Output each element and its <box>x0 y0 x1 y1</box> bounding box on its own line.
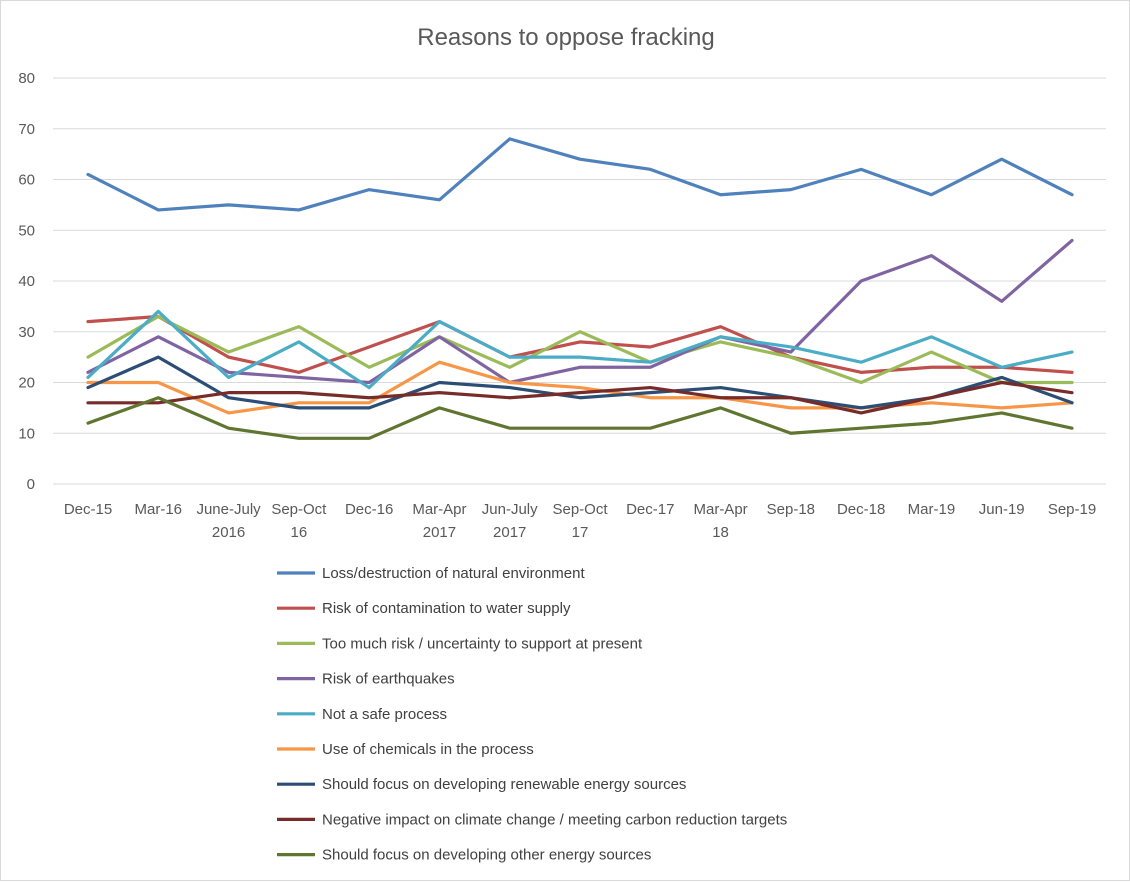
legend-label: Negative impact on climate change / meet… <box>322 811 787 828</box>
x-tick-label: Jun-July <box>482 501 538 518</box>
x-tick-label: Mar-Apr <box>412 501 466 518</box>
series-line <box>88 317 1072 373</box>
x-tick-label: Jun-19 <box>979 501 1025 518</box>
legend-label: Not a safe process <box>322 706 447 723</box>
y-tick-label: 40 <box>18 273 35 290</box>
y-tick-label: 0 <box>27 476 35 493</box>
y-tick-label: 70 <box>18 121 35 138</box>
x-tick-label: Dec-16 <box>345 501 393 518</box>
x-tick-label: June-July <box>196 501 261 518</box>
legend-label: Risk of earthquakes <box>322 671 455 688</box>
y-tick-label: 20 <box>18 375 35 392</box>
legend-label: Use of chemicals in the process <box>322 741 534 758</box>
legend-label: Loss/destruction of natural environment <box>322 565 585 582</box>
x-tick-label: 17 <box>572 524 589 541</box>
series-line <box>88 139 1072 210</box>
y-tick-label: 50 <box>18 222 35 239</box>
x-tick-label: Sep-19 <box>1048 501 1096 518</box>
y-tick-label: 60 <box>18 172 35 189</box>
x-tick-label: Sep-18 <box>767 501 815 518</box>
legend-label: Should focus on developing other energy … <box>322 847 651 864</box>
legend-label: Too much risk / uncertainty to support a… <box>322 635 643 652</box>
x-tick-label: Mar-19 <box>908 501 956 518</box>
x-tick-label: 2017 <box>423 524 456 541</box>
x-tick-label: Mar-Apr <box>693 501 747 518</box>
x-tick-label: Sep-Oct <box>271 501 327 518</box>
legend-label: Risk of contamination to water supply <box>322 600 571 617</box>
y-tick-label: 30 <box>18 324 35 341</box>
x-tick-label: Dec-15 <box>64 501 112 518</box>
y-tick-label: 10 <box>18 425 35 442</box>
legend-label: Should focus on developing renewable ene… <box>322 776 686 793</box>
x-tick-label: Sep-Oct <box>552 501 608 518</box>
series-line <box>88 240 1072 382</box>
x-tick-label: 18 <box>712 524 729 541</box>
x-tick-label: Dec-18 <box>837 501 885 518</box>
x-tick-label: 2016 <box>212 524 245 541</box>
x-tick-label: 16 <box>291 524 308 541</box>
y-tick-label: 80 <box>18 70 35 87</box>
x-tick-label: Mar-16 <box>135 501 183 518</box>
x-tick-label: Dec-17 <box>626 501 674 518</box>
x-tick-label: 2017 <box>493 524 526 541</box>
chart-title: Reasons to oppose fracking <box>417 24 715 51</box>
